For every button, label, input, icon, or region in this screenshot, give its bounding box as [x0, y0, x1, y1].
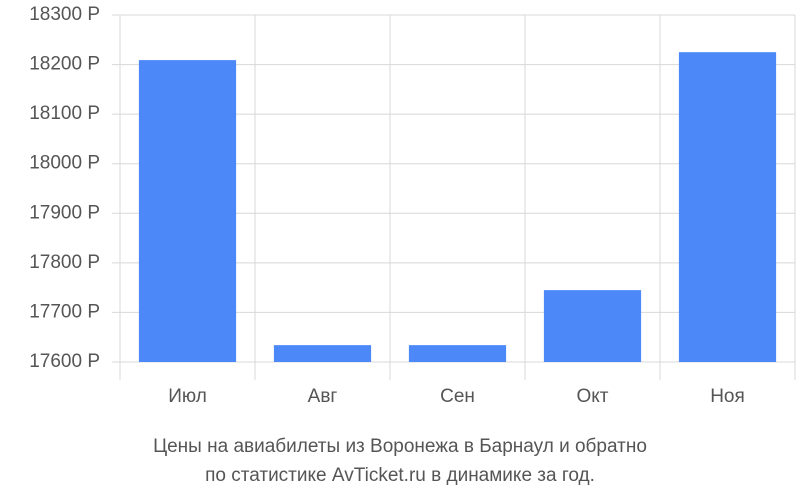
y-tick-label: 17700 Р: [29, 301, 100, 322]
x-tick-label: Июл: [168, 386, 207, 407]
y-tick-label: 17800 Р: [29, 252, 100, 273]
y-tick-label: 18000 Р: [29, 153, 100, 174]
y-tick-label: 18300 Р: [29, 4, 100, 25]
x-tick-label: Сен: [440, 386, 475, 407]
chart-title: Цены на авиабилеты из Воронежа в Барнаул…: [153, 436, 647, 457]
bar: [543, 290, 642, 362]
bar: [273, 345, 372, 362]
y-tick-label: 18100 Р: [29, 103, 100, 124]
bar: [138, 60, 237, 363]
y-tick-label: 17600 Р: [29, 351, 100, 372]
bar: [408, 345, 507, 362]
y-tick-label: 18200 Р: [29, 54, 100, 75]
x-tick-label: Окт: [576, 386, 608, 407]
x-tick-label: Ноя: [710, 386, 745, 407]
bar: [678, 52, 777, 363]
y-tick-label: 17900 Р: [29, 202, 100, 223]
x-tick-label: Авг: [308, 386, 338, 407]
chart-subtitle: по статистике AvTicket.ru в динамике за …: [205, 465, 595, 486]
